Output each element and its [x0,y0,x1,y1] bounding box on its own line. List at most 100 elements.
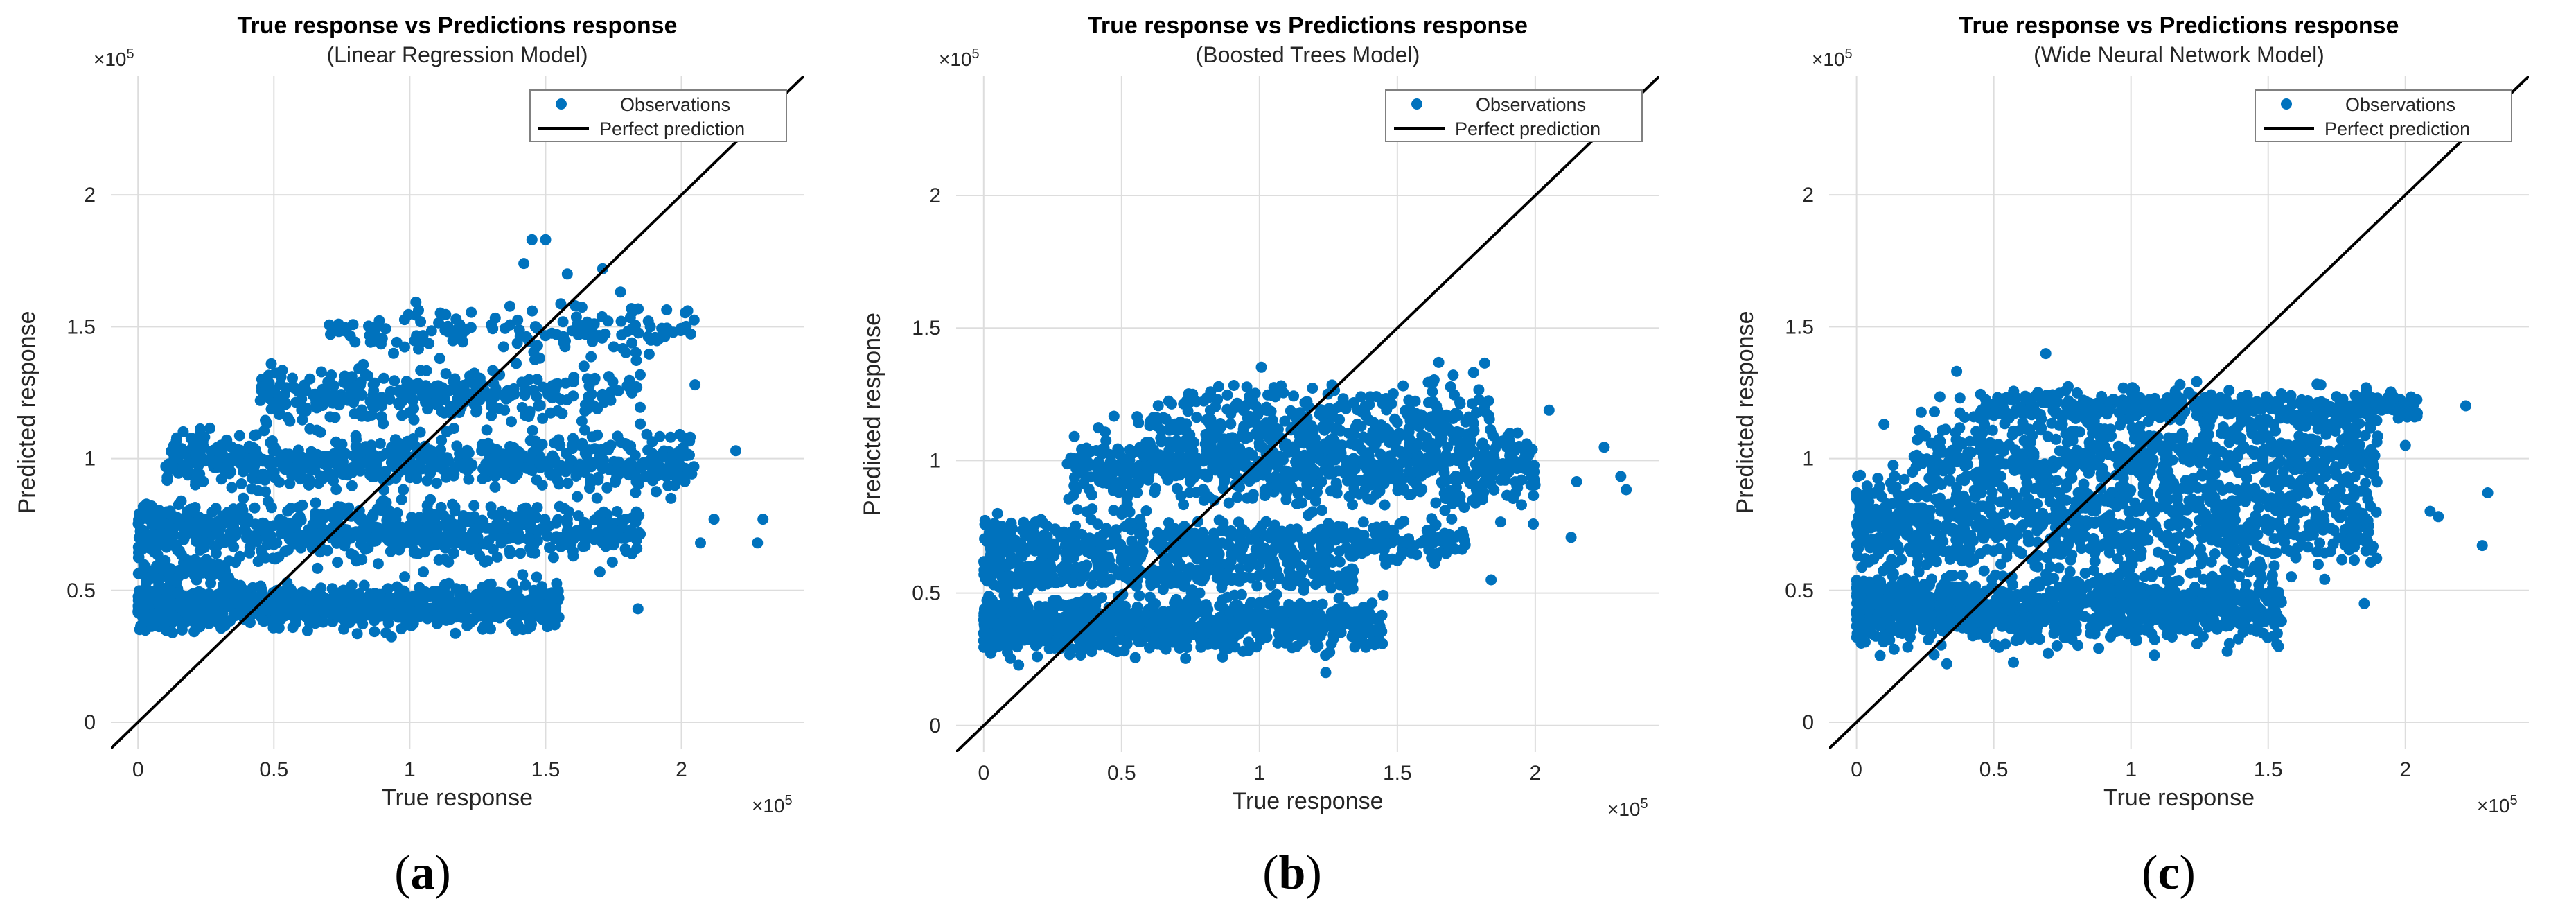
observation-point [695,537,706,549]
observation-point [511,513,523,525]
observation-point [315,582,327,594]
observation-point [662,480,674,491]
observation-point [558,503,570,514]
observation-point [689,379,701,391]
observation-point [218,597,230,609]
observation-point [978,556,989,568]
observation-point [1077,561,1088,573]
observation-point [1261,551,1273,563]
observation-point [254,394,266,406]
observation-point [1237,523,1249,535]
observation-point [225,442,237,453]
observation-point [378,494,389,506]
observation-point [383,505,395,516]
observation-point [630,470,641,482]
observation-point [477,473,488,484]
legend-observations-label: Observations [620,94,730,115]
observation-point [1053,622,1064,634]
observation-point [635,401,646,413]
observation-point [252,485,264,496]
observation-point [449,505,461,517]
observation-point [1224,606,1235,618]
observation-point [1438,527,1450,539]
observation-point [583,391,594,403]
observation-point [621,462,633,473]
observation-point [1285,616,1297,628]
observation-point [1338,528,1350,540]
observation-point [601,482,613,494]
observation-point [434,307,446,319]
observation-point [217,448,229,460]
observation-point [257,517,269,529]
observation-point [319,592,330,604]
observation-point [436,435,448,446]
observation-point [431,478,443,489]
observation-point [1070,484,1082,496]
observation-point [1084,598,1095,610]
observation-point [1071,504,1083,516]
observation-point [467,602,479,613]
observation-point [1050,637,1062,649]
observation-point [630,506,642,518]
observation-point [342,587,353,599]
observation-point [1151,566,1163,577]
observation-point [1325,582,1337,594]
observation-point [418,566,429,578]
observation-point [1253,618,1264,630]
observation-point [990,550,1002,562]
observation-point [1409,540,1420,552]
observation-point [584,482,595,494]
observation-point [318,606,330,618]
observation-point [427,454,439,466]
observation-point [998,610,1009,622]
observation-point [423,338,435,349]
observation-point [400,442,412,454]
observation-point [260,552,271,564]
observation-point [1233,628,1244,640]
observation-point [327,470,339,482]
observation-point [1178,546,1190,558]
observation-point [1161,529,1172,541]
observation-point [279,450,291,462]
observation-point [619,514,631,525]
observation-point [455,330,467,342]
observation-point [257,615,269,627]
observation-point [403,308,414,320]
observation-point [425,387,436,399]
observation-point [264,597,276,609]
observation-point [227,527,239,539]
observation-point [450,385,462,396]
observation-point [992,618,1004,630]
observation-point [1299,549,1311,561]
observation-point [635,462,647,474]
observation-point [489,471,501,482]
observation-point [585,351,597,363]
observation-point [980,568,991,580]
observation-point [673,471,685,482]
observation-point [1104,638,1115,649]
observation-point [581,450,593,462]
observation-point [265,358,277,369]
observation-point [526,547,538,559]
observation-point [1056,600,1068,611]
observation-point [603,371,615,383]
y-tick-label: 2 [84,184,96,207]
observation-point [1245,608,1257,620]
observation-point [411,473,423,484]
observation-point [317,400,328,411]
observation-point [356,404,368,416]
observation-point [516,376,528,388]
observation-point [520,579,531,591]
x-tick-label: 1 [404,758,416,781]
observation-point [1020,543,1032,554]
observation-point [436,454,448,466]
observation-point [296,530,308,541]
observation-point [152,561,164,573]
observation-point [421,475,433,487]
observation-point [499,597,511,609]
observation-point [643,348,655,360]
observation-point [237,505,249,516]
observation-point [592,403,603,414]
observation-point [1102,551,1114,563]
observation-point [388,347,399,359]
